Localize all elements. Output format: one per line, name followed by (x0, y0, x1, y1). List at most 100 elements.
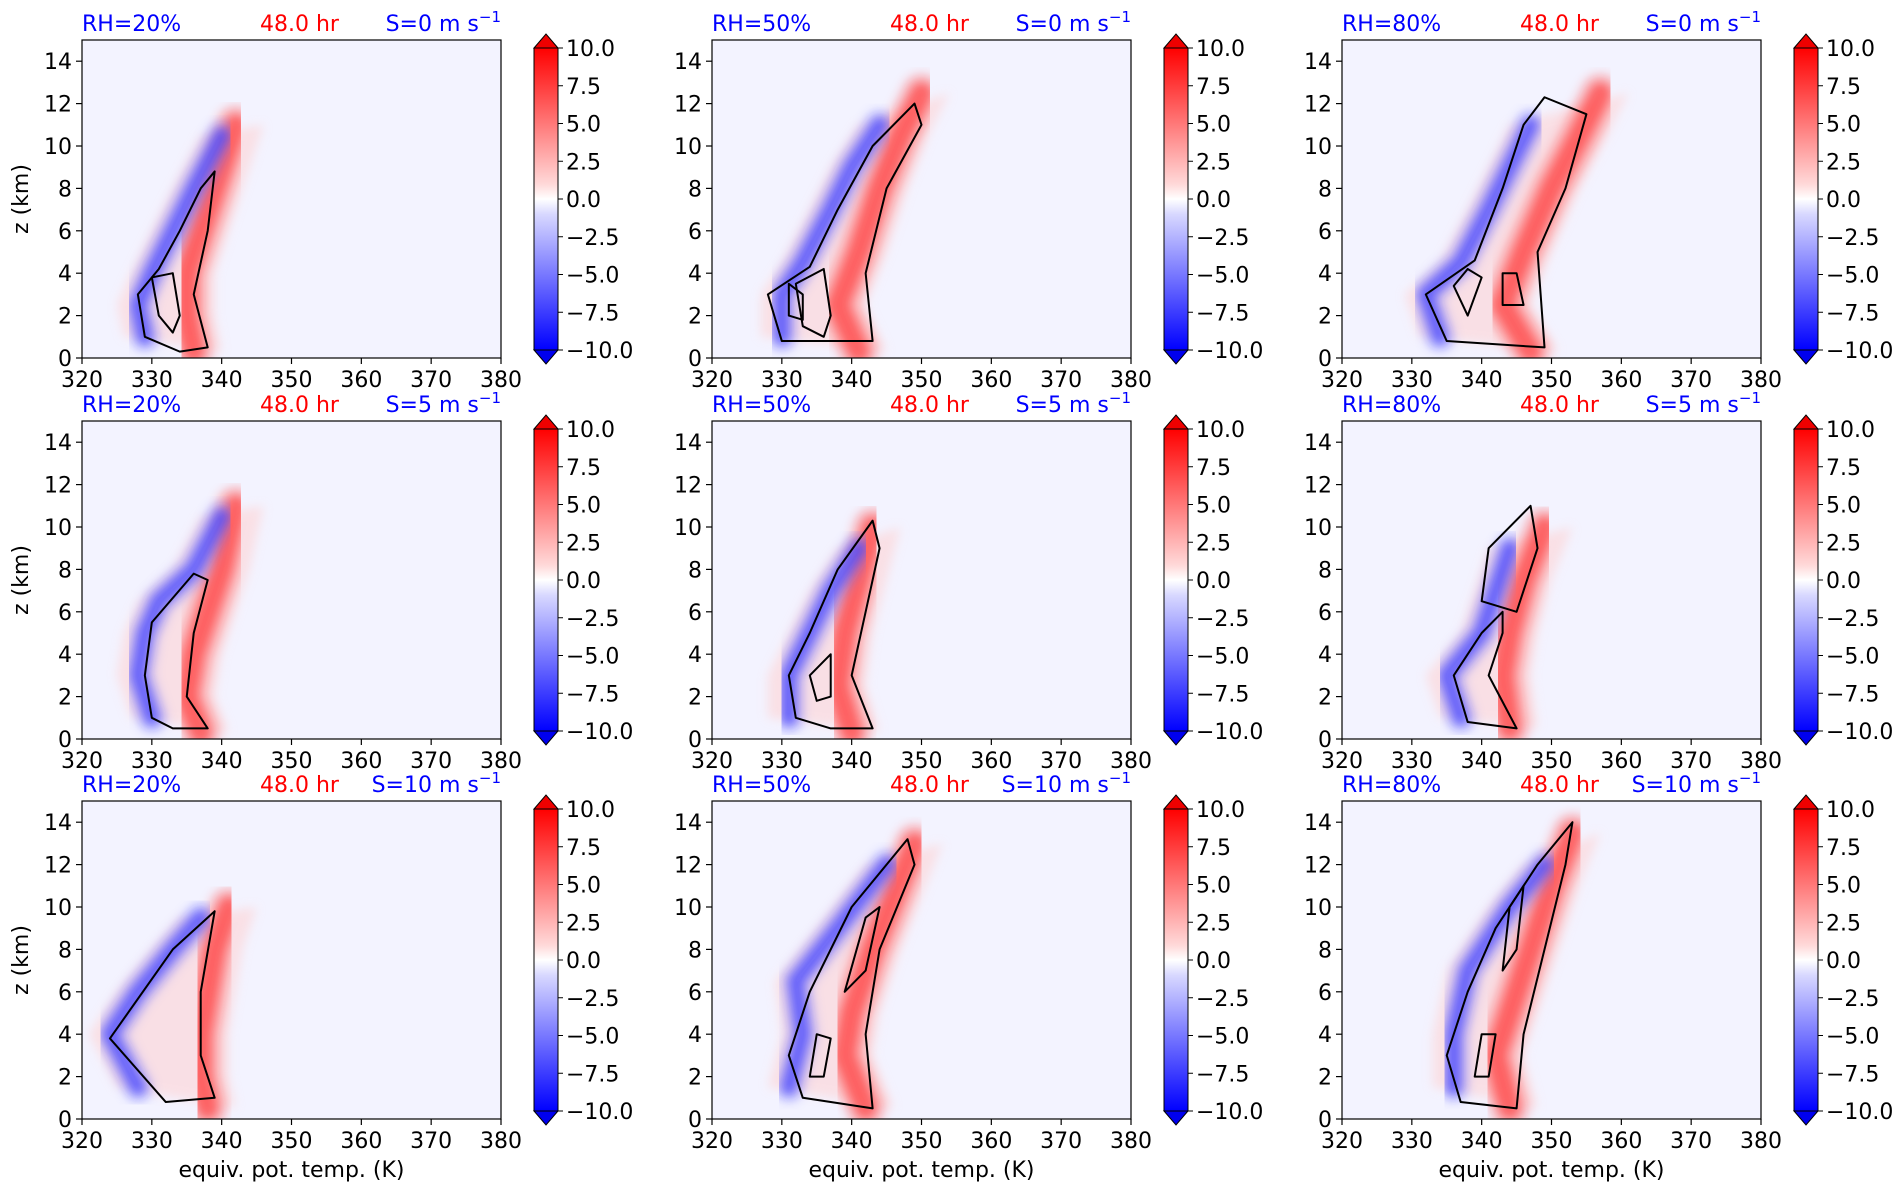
colorbar-tick-label: 5.0 (1196, 494, 1231, 519)
y-tick-label: 14 (674, 431, 702, 456)
colorbar-max-extend (1792, 33, 1820, 49)
y-tick-label: 2 (1318, 686, 1332, 711)
colorbar-min-extend (1162, 1110, 1190, 1126)
title-rh: RH=20% (82, 773, 181, 798)
x-tick-label: 350 (901, 368, 943, 393)
negative-anomaly-halo (121, 500, 238, 734)
x-tick-label: 380 (1740, 368, 1782, 393)
title-time: 48.0 hr (260, 773, 340, 798)
colorbar-scale (1163, 47, 1189, 351)
colorbar-tick-label: 7.5 (1196, 456, 1231, 481)
x-tick-label: 320 (691, 368, 733, 393)
x-tick-label: 330 (131, 368, 173, 393)
y-axis-label: z (km) (9, 925, 34, 995)
colorbar-tick-label: 7.5 (566, 456, 601, 481)
x-tick-label: 350 (271, 749, 313, 774)
x-tick-label: 340 (831, 368, 873, 393)
colorbar: 10.0 7.5 5.0 2.5 0.0 −2.5 −5.0 −7.5 −10.0 (1162, 414, 1263, 746)
x-axis-label: equiv. pot. temp. (K) (178, 1158, 404, 1183)
colorbar-tick-label: −2.5 (1196, 987, 1249, 1012)
colorbar-tick-label: −7.5 (1826, 682, 1879, 707)
x-tick-label: 340 (831, 1129, 873, 1154)
x-tick-label: 340 (201, 749, 243, 774)
contour-3 (1501, 884, 1525, 972)
colorbar-max-extend (532, 794, 560, 810)
y-tick-label: 4 (688, 262, 702, 287)
colorbar-tick-label: −7.5 (1826, 301, 1879, 326)
y-tick-label: 14 (44, 431, 72, 456)
y-tick-label: 4 (688, 1023, 702, 1048)
x-tick-label: 370 (410, 749, 452, 774)
x-tick-label: 320 (1321, 1129, 1363, 1154)
y-tick-label: 2 (688, 1066, 702, 1091)
colorbar-tick-label: 2.5 (1826, 911, 1861, 936)
y-tick-label: 8 (58, 558, 72, 583)
colorbar-tick-label: −5.0 (566, 264, 619, 289)
y-tick-label: 10 (674, 896, 702, 921)
colorbar-tick-label: −2.5 (1196, 607, 1249, 632)
panel-9: 320 330 340 350 360 370 380 0 2 4 6 8 10 12 14 equiv. p… (1304, 769, 1893, 1183)
colorbar-max-extend (1792, 414, 1820, 430)
title-rh: RH=80% (1342, 12, 1441, 37)
y-tick-label: 10 (44, 135, 72, 160)
title-rh: RH=50% (712, 393, 811, 418)
x-tick-label: 320 (691, 749, 733, 774)
x-tick-label: 360 (340, 1129, 382, 1154)
y-tick-label: 0 (1318, 1108, 1332, 1133)
y-tick-label: 6 (688, 981, 702, 1006)
x-tick-label: 350 (1531, 368, 1573, 393)
x-tick-label: 360 (970, 1129, 1012, 1154)
y-tick-label: 8 (58, 177, 72, 202)
colorbar-tick-label: −2.5 (1826, 226, 1879, 251)
colorbar: 10.0 7.5 5.0 2.5 0.0 −2.5 −5.0 −7.5 −10.0 (1792, 414, 1893, 746)
title-shear: S=5 m s−1 (1016, 389, 1131, 418)
x-tick-label: 350 (901, 749, 943, 774)
y-tick-label: 12 (1304, 854, 1332, 879)
colorbar: 10.0 7.5 5.0 2.5 0.0 −2.5 −5.0 −7.5 −10.0 (1162, 794, 1263, 1126)
colorbar-scale (1163, 808, 1189, 1112)
x-tick-label: 360 (1600, 1129, 1642, 1154)
y-tick-label: 2 (1318, 1066, 1332, 1091)
y-tick-label: 0 (58, 347, 72, 372)
colorbar-tick-label: 5.0 (566, 113, 601, 138)
negative-anomaly-halo (772, 848, 903, 1104)
colorbar-scale (1793, 808, 1819, 1112)
x-tick-label: 320 (1321, 368, 1363, 393)
colorbar-scale (1793, 47, 1819, 351)
colorbar-tick-label: −7.5 (566, 682, 619, 707)
y-tick-label: 6 (1318, 601, 1332, 626)
colorbar-min-extend (1792, 349, 1820, 365)
x-tick-label: 330 (1391, 1129, 1433, 1154)
x-tick-label: 330 (1391, 368, 1433, 393)
y-tick-label: 2 (58, 305, 72, 330)
colorbar-tick-label: −5.0 (1196, 1025, 1249, 1050)
colorbar-tick-label: 10.0 (1196, 418, 1245, 443)
colorbar-tick-label: 10.0 (566, 37, 615, 62)
colorbar-tick-label: 0.0 (566, 188, 601, 213)
panel-3: 320 330 340 350 360 370 380 0 2 4 6 8 10 12 14 RH=80% 48… (1304, 8, 1893, 393)
colorbar-tick-label: 7.5 (566, 836, 601, 861)
panel-2: 320 330 340 350 360 370 380 0 2 4 6 8 10 12 14 RH=50% 48… (674, 8, 1263, 393)
title-shear: S=0 m s−1 (1016, 8, 1131, 37)
colorbar-min-extend (532, 1110, 560, 1126)
colorbar-tick-label: 10.0 (566, 798, 615, 823)
colorbar-tick-label: −7.5 (1826, 1062, 1879, 1087)
colorbar-tick-label: 2.5 (1196, 531, 1231, 556)
contour-2 (150, 272, 181, 334)
contour-2 (1480, 504, 1539, 613)
colorbar: 10.0 7.5 5.0 2.5 0.0 −2.5 −5.0 −7.5 −10.0 (532, 794, 633, 1126)
y-tick-label: 10 (674, 516, 702, 541)
y-tick-label: 2 (688, 305, 702, 330)
y-tick-label: 6 (58, 601, 72, 626)
colorbar-tick-label: −2.5 (566, 987, 619, 1012)
title-shear: S=0 m s−1 (1646, 8, 1761, 37)
contour-1 (787, 519, 881, 730)
y-tick-label: 4 (688, 643, 702, 668)
colorbar-tick-label: −2.5 (1826, 607, 1879, 632)
panel-1: 320 330 340 350 360 370 380 0 2 4 6 8 10 12 14 z (km) RH… (9, 8, 633, 393)
contour-3 (1501, 272, 1525, 306)
title-time: 48.0 hr (1520, 393, 1600, 418)
colorbar-scale (1793, 428, 1819, 732)
y-tick-label: 0 (58, 1108, 72, 1133)
colorbar-tick-label: 10.0 (1196, 37, 1245, 62)
